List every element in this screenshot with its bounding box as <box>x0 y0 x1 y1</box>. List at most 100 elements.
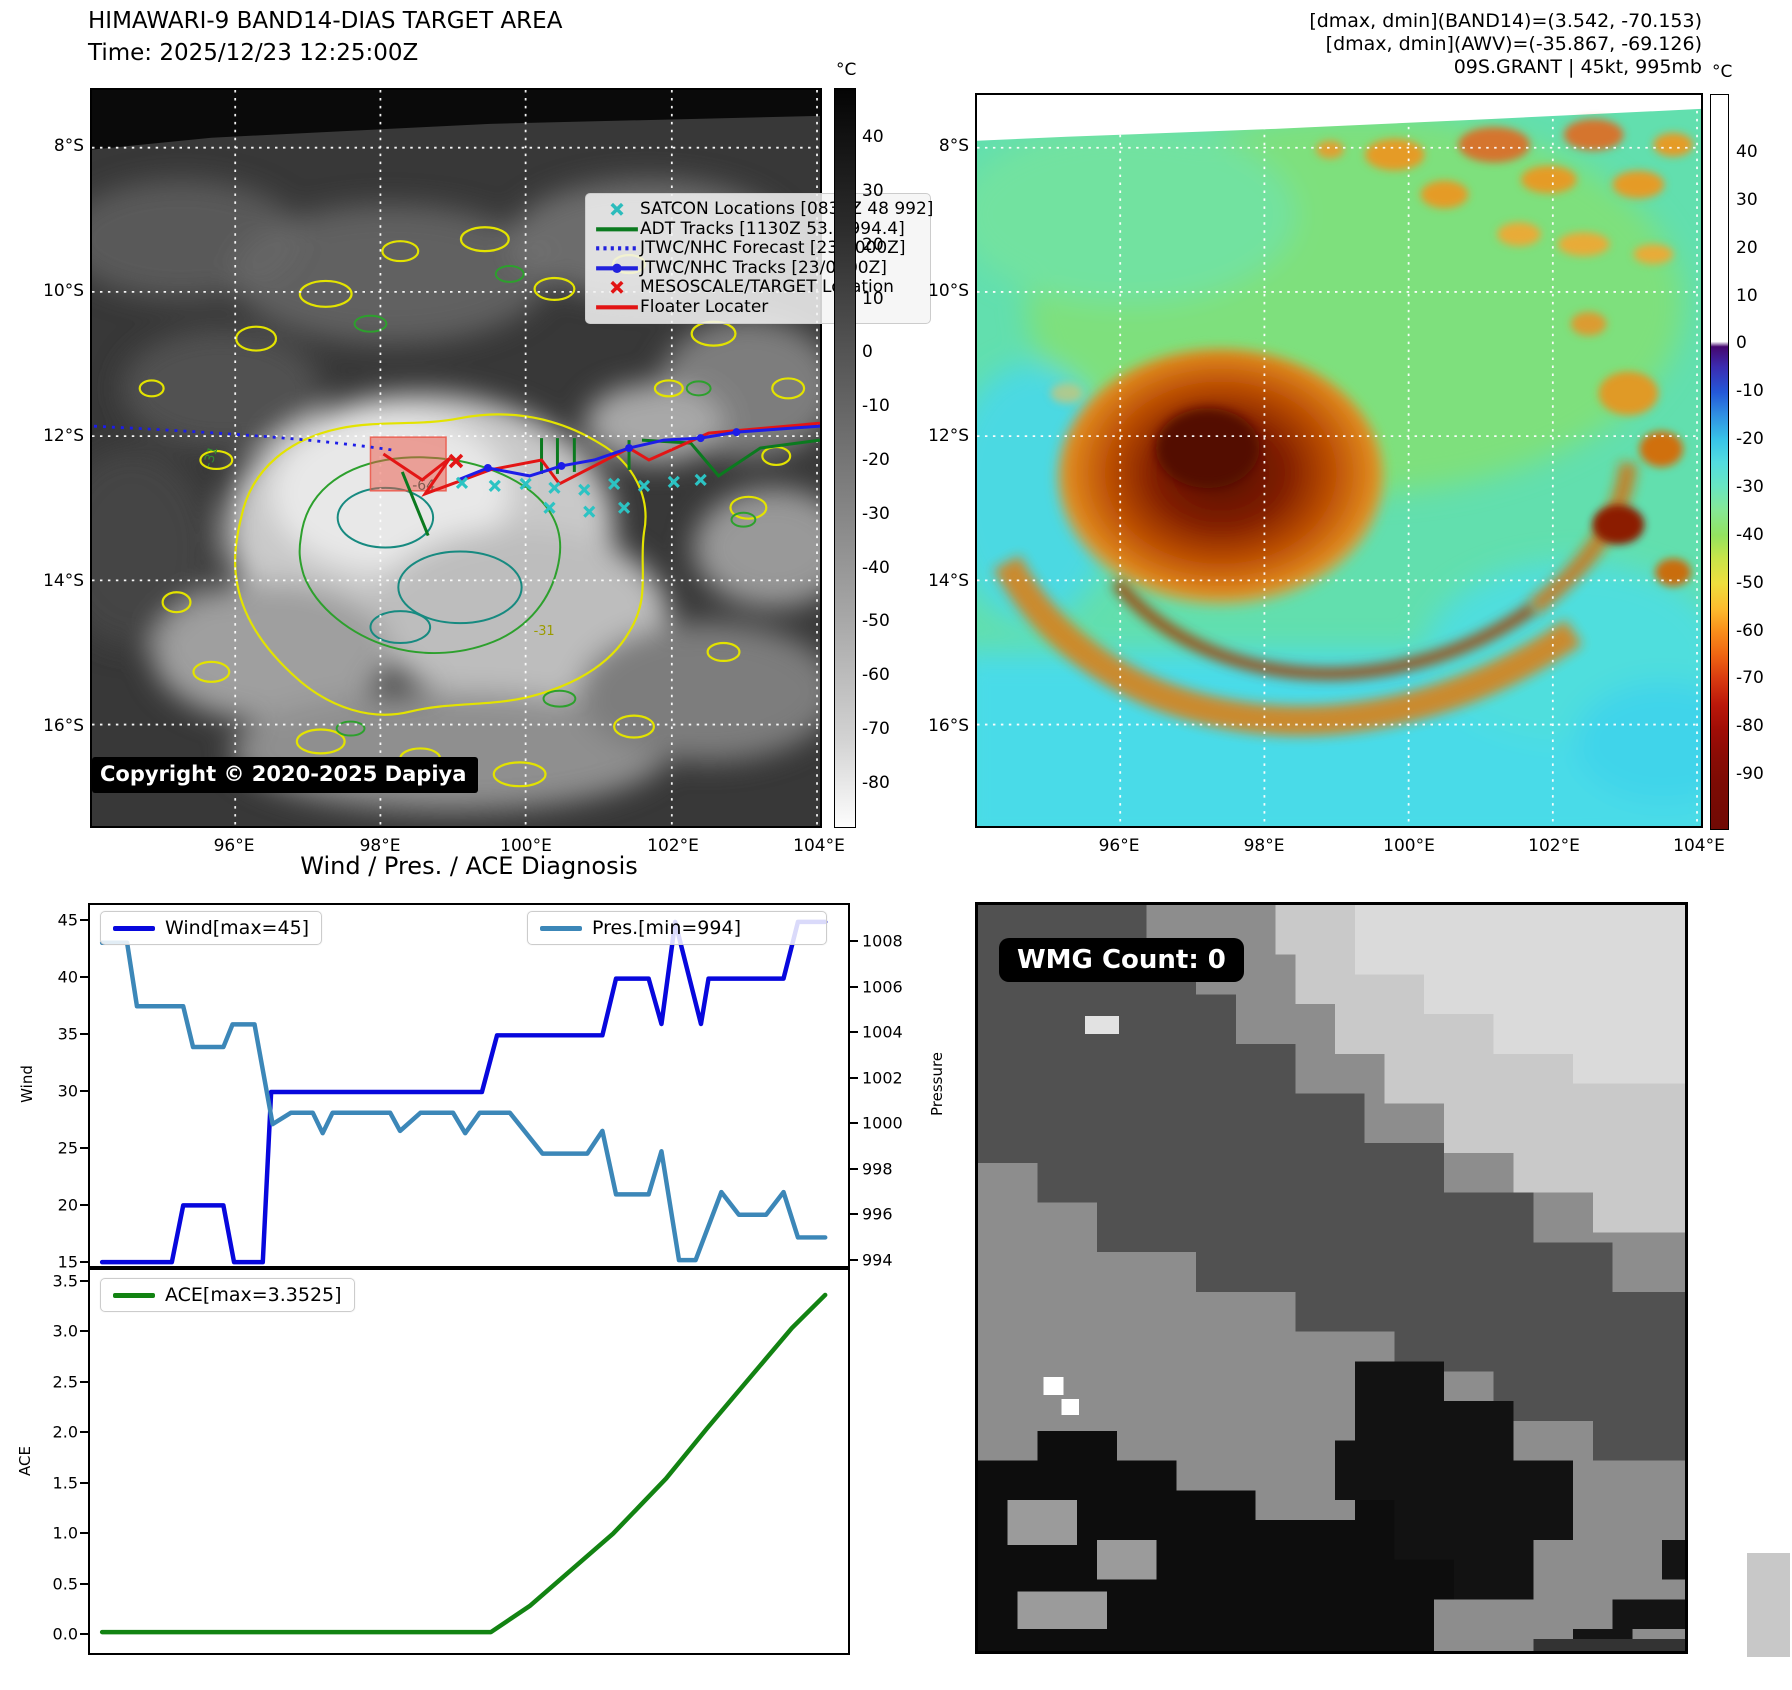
no-data-band <box>92 90 820 150</box>
latitude-tick: 16°S <box>928 716 969 736</box>
colorbar-tick: -20 <box>1736 429 1764 449</box>
tick-mark <box>850 1259 858 1261</box>
longitude-tick: 102°E <box>1528 836 1580 856</box>
latitude-tick: 8°S <box>53 136 84 156</box>
awv-satellite-map <box>975 93 1703 828</box>
tick-mark <box>850 940 858 942</box>
wind-tick: 20 <box>57 1195 78 1215</box>
band14-satellite-map: -64 -31 -31 <box>90 88 933 828</box>
longitude-tick: 104°E <box>793 836 845 856</box>
legend-item-label: JTWC/NHC Tracks [23/0600Z] <box>640 257 887 278</box>
longitude-tick: 96°E <box>1098 836 1140 856</box>
tick-mark <box>80 1090 88 1092</box>
legend-item: MESOSCALE/TARGET Location <box>594 278 922 298</box>
pressure-legend-label: Pres.[min=994] <box>592 917 741 939</box>
awv-map-image <box>977 95 1701 826</box>
wind-axis-title: Wind <box>17 1065 36 1103</box>
series-wind <box>99 919 828 1265</box>
metric-awv: [dmax, dmin](AWV)=(-35.867, -69.126) <box>1325 33 1702 55</box>
wind-pressure-chart: Wind[max=45] Pres.[min=994] <box>88 903 850 1268</box>
tick-mark <box>850 1122 858 1125</box>
latitude-tick: 8°S <box>938 136 969 156</box>
timestamp: Time: 2025/12/23 12:25:00Z <box>88 40 419 66</box>
pressure-tick: 1004 <box>862 1022 903 1042</box>
latitude-tick: 10°S <box>43 281 84 301</box>
colorbar-tick: -90 <box>1736 764 1764 784</box>
colorbar-tick: -40 <box>1736 525 1764 545</box>
band14-colorbar <box>834 88 856 828</box>
tick-mark <box>80 1481 88 1484</box>
ace-tick: 1.0 <box>52 1523 78 1543</box>
colorbar-tick: 0 <box>862 342 873 362</box>
pressure-tick: 1002 <box>862 1068 903 1088</box>
ace-tick: 1.5 <box>52 1473 78 1493</box>
pressure-tick: 1008 <box>862 931 903 951</box>
tick-mark <box>80 1380 88 1383</box>
colorbar-tick: -10 <box>862 396 890 416</box>
legend-item: JTWC/NHC Tracks [23/0600Z] <box>594 257 922 279</box>
tick-mark <box>80 919 88 921</box>
wmg-panel <box>975 902 1688 1654</box>
legend-item: Floater Locater <box>594 297 922 318</box>
colorbar-tick: -60 <box>862 665 890 685</box>
colorbar-tick: -50 <box>862 611 890 631</box>
floater-locater-track <box>382 421 820 497</box>
longitude-tick: 98°E <box>359 836 401 856</box>
pressure-tick: 1000 <box>862 1113 903 1133</box>
latitude-tick: 10°S <box>928 281 969 301</box>
legend-item-label: MESOSCALE/TARGET Location <box>640 277 894 298</box>
colorbar-tick: -50 <box>1736 573 1764 593</box>
longitude-tick: 96°E <box>213 836 255 856</box>
wind-legend: Wind[max=45] <box>100 911 323 945</box>
longitude-tick: 100°E <box>500 836 552 856</box>
colorbar-tick: 20 <box>862 235 884 255</box>
colorbar-tick: 0 <box>1736 333 1747 353</box>
wind-legend-swatch <box>113 925 155 931</box>
wind-tick: 25 <box>57 1138 78 1158</box>
tick-mark <box>80 1532 88 1535</box>
wmg-count-badge: WMG Count: 0 <box>999 938 1244 982</box>
colorbar-tick: -70 <box>862 719 890 739</box>
pressure-legend: Pres.[min=994] <box>527 911 827 945</box>
pressure-tick: 994 <box>862 1250 893 1270</box>
ace-legend-label: ACE[max=3.3525] <box>165 1284 342 1306</box>
contour-yellow <box>138 226 806 788</box>
pressure-tick: 1006 <box>862 977 903 997</box>
contour-green <box>298 265 757 737</box>
map-legend: SATCON Locations [0830Z 48 992] ADT Track… <box>585 193 933 324</box>
mesoscale-target-marker <box>448 453 464 469</box>
wind-tick: 45 <box>57 910 78 930</box>
pressure-tick: 998 <box>862 1159 893 1179</box>
ace-legend: ACE[max=3.3525] <box>100 1278 355 1312</box>
colorbar-tick: -80 <box>1736 716 1764 736</box>
line-marker-icon <box>594 222 640 237</box>
tick-mark <box>80 1261 88 1263</box>
colorbar-tick: -20 <box>862 450 890 470</box>
wind-tick: 15 <box>57 1252 78 1272</box>
tick-mark <box>80 1582 88 1585</box>
x-marker-icon <box>594 202 640 217</box>
tick-mark <box>80 1033 88 1035</box>
colorbar-tick: -70 <box>1736 668 1764 688</box>
colorbar-tick: 40 <box>1736 142 1758 162</box>
tick-mark <box>80 1204 88 1206</box>
contour-label-left: -31 <box>201 444 222 469</box>
chart-title: Wind / Pres. / ACE Diagnosis <box>300 852 638 880</box>
ace-tick: 3.5 <box>52 1271 78 1291</box>
longitude-tick: 102°E <box>647 836 699 856</box>
latitude-tick: 16°S <box>43 716 84 736</box>
pressure-tick: 996 <box>862 1204 893 1224</box>
colorbar-tick: 30 <box>1736 190 1758 210</box>
storm-metrics: [dmax, dmin](BAND14)=(3.542, -70.153) [d… <box>1309 10 1702 79</box>
colorbar-tick: 20 <box>1736 238 1758 258</box>
adt-track <box>400 438 820 537</box>
wind-tick: 40 <box>57 967 78 987</box>
tick-mark <box>850 1031 858 1034</box>
longitude-tick: 98°E <box>1243 836 1285 856</box>
ace-legend-swatch <box>113 1292 155 1298</box>
latitude-tick: 14°S <box>928 571 969 591</box>
graticule <box>977 95 1701 826</box>
tick-mark <box>80 1633 88 1635</box>
ace-chart: ACE[max=3.3525] <box>88 1268 850 1655</box>
